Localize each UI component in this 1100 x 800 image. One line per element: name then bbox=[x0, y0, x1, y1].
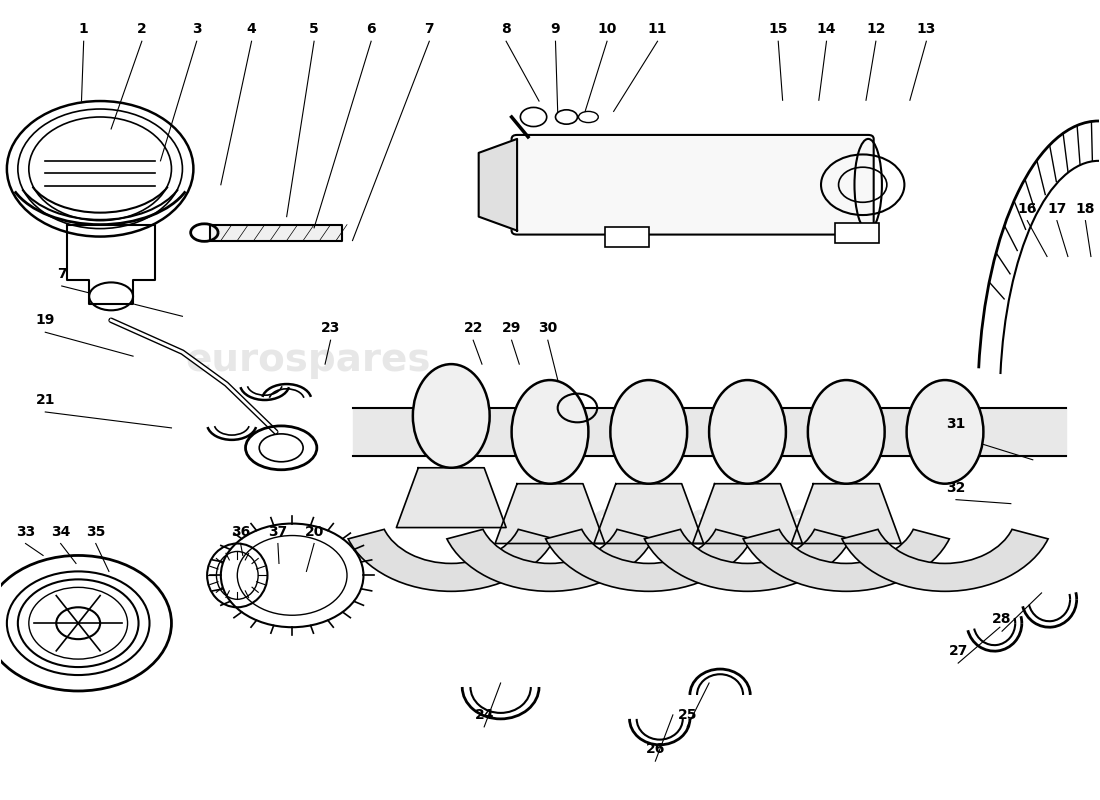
Wedge shape bbox=[348, 530, 554, 591]
Text: 27: 27 bbox=[948, 644, 968, 658]
Wedge shape bbox=[842, 530, 1048, 591]
Polygon shape bbox=[791, 484, 901, 543]
Wedge shape bbox=[645, 530, 850, 591]
Text: 19: 19 bbox=[35, 314, 55, 327]
Text: 11: 11 bbox=[648, 22, 668, 36]
Wedge shape bbox=[546, 530, 752, 591]
Polygon shape bbox=[594, 484, 704, 543]
Text: 6: 6 bbox=[366, 22, 376, 36]
Bar bbox=[835, 222, 879, 242]
FancyBboxPatch shape bbox=[512, 135, 873, 234]
Text: 33: 33 bbox=[15, 525, 35, 538]
Text: 15: 15 bbox=[769, 22, 788, 36]
Text: 24: 24 bbox=[474, 708, 494, 722]
Text: 10: 10 bbox=[597, 22, 617, 36]
Text: 8: 8 bbox=[502, 22, 512, 36]
Text: eurospares: eurospares bbox=[186, 341, 431, 379]
Ellipse shape bbox=[906, 380, 983, 484]
Text: 7: 7 bbox=[425, 22, 435, 36]
Text: 18: 18 bbox=[1076, 202, 1096, 216]
Text: eurospares: eurospares bbox=[592, 501, 837, 538]
Text: 28: 28 bbox=[992, 612, 1012, 626]
Text: 12: 12 bbox=[866, 22, 886, 36]
Ellipse shape bbox=[807, 380, 884, 484]
Text: 32: 32 bbox=[946, 481, 966, 494]
Text: 4: 4 bbox=[246, 22, 256, 36]
Text: 14: 14 bbox=[816, 22, 836, 36]
Polygon shape bbox=[495, 484, 605, 543]
Bar bbox=[605, 226, 649, 246]
Text: 13: 13 bbox=[916, 22, 936, 36]
Wedge shape bbox=[744, 530, 949, 591]
Polygon shape bbox=[67, 225, 155, 304]
Text: 30: 30 bbox=[538, 322, 558, 335]
Text: 2: 2 bbox=[138, 22, 146, 36]
Text: 37: 37 bbox=[268, 525, 287, 538]
Text: 3: 3 bbox=[191, 22, 201, 36]
Polygon shape bbox=[693, 484, 802, 543]
Text: 23: 23 bbox=[321, 322, 340, 335]
Ellipse shape bbox=[610, 380, 688, 484]
Ellipse shape bbox=[412, 364, 490, 468]
Polygon shape bbox=[396, 468, 506, 527]
Text: 9: 9 bbox=[551, 22, 560, 36]
Text: 5: 5 bbox=[309, 22, 319, 36]
Text: 22: 22 bbox=[463, 322, 483, 335]
Ellipse shape bbox=[512, 380, 588, 484]
Text: 31: 31 bbox=[946, 417, 966, 431]
Text: 20: 20 bbox=[305, 525, 323, 538]
Text: 26: 26 bbox=[646, 742, 666, 756]
Text: 36: 36 bbox=[231, 525, 250, 538]
Polygon shape bbox=[478, 139, 517, 230]
Text: 16: 16 bbox=[1018, 202, 1037, 216]
Text: 35: 35 bbox=[86, 525, 106, 538]
Text: 34: 34 bbox=[51, 525, 70, 538]
Polygon shape bbox=[210, 225, 341, 241]
Text: 25: 25 bbox=[678, 708, 697, 722]
Text: 29: 29 bbox=[502, 322, 521, 335]
Text: 21: 21 bbox=[35, 393, 55, 407]
Text: 1: 1 bbox=[79, 22, 89, 36]
Ellipse shape bbox=[710, 380, 785, 484]
Text: 7: 7 bbox=[57, 267, 66, 281]
Wedge shape bbox=[447, 530, 653, 591]
Text: 17: 17 bbox=[1047, 202, 1067, 216]
